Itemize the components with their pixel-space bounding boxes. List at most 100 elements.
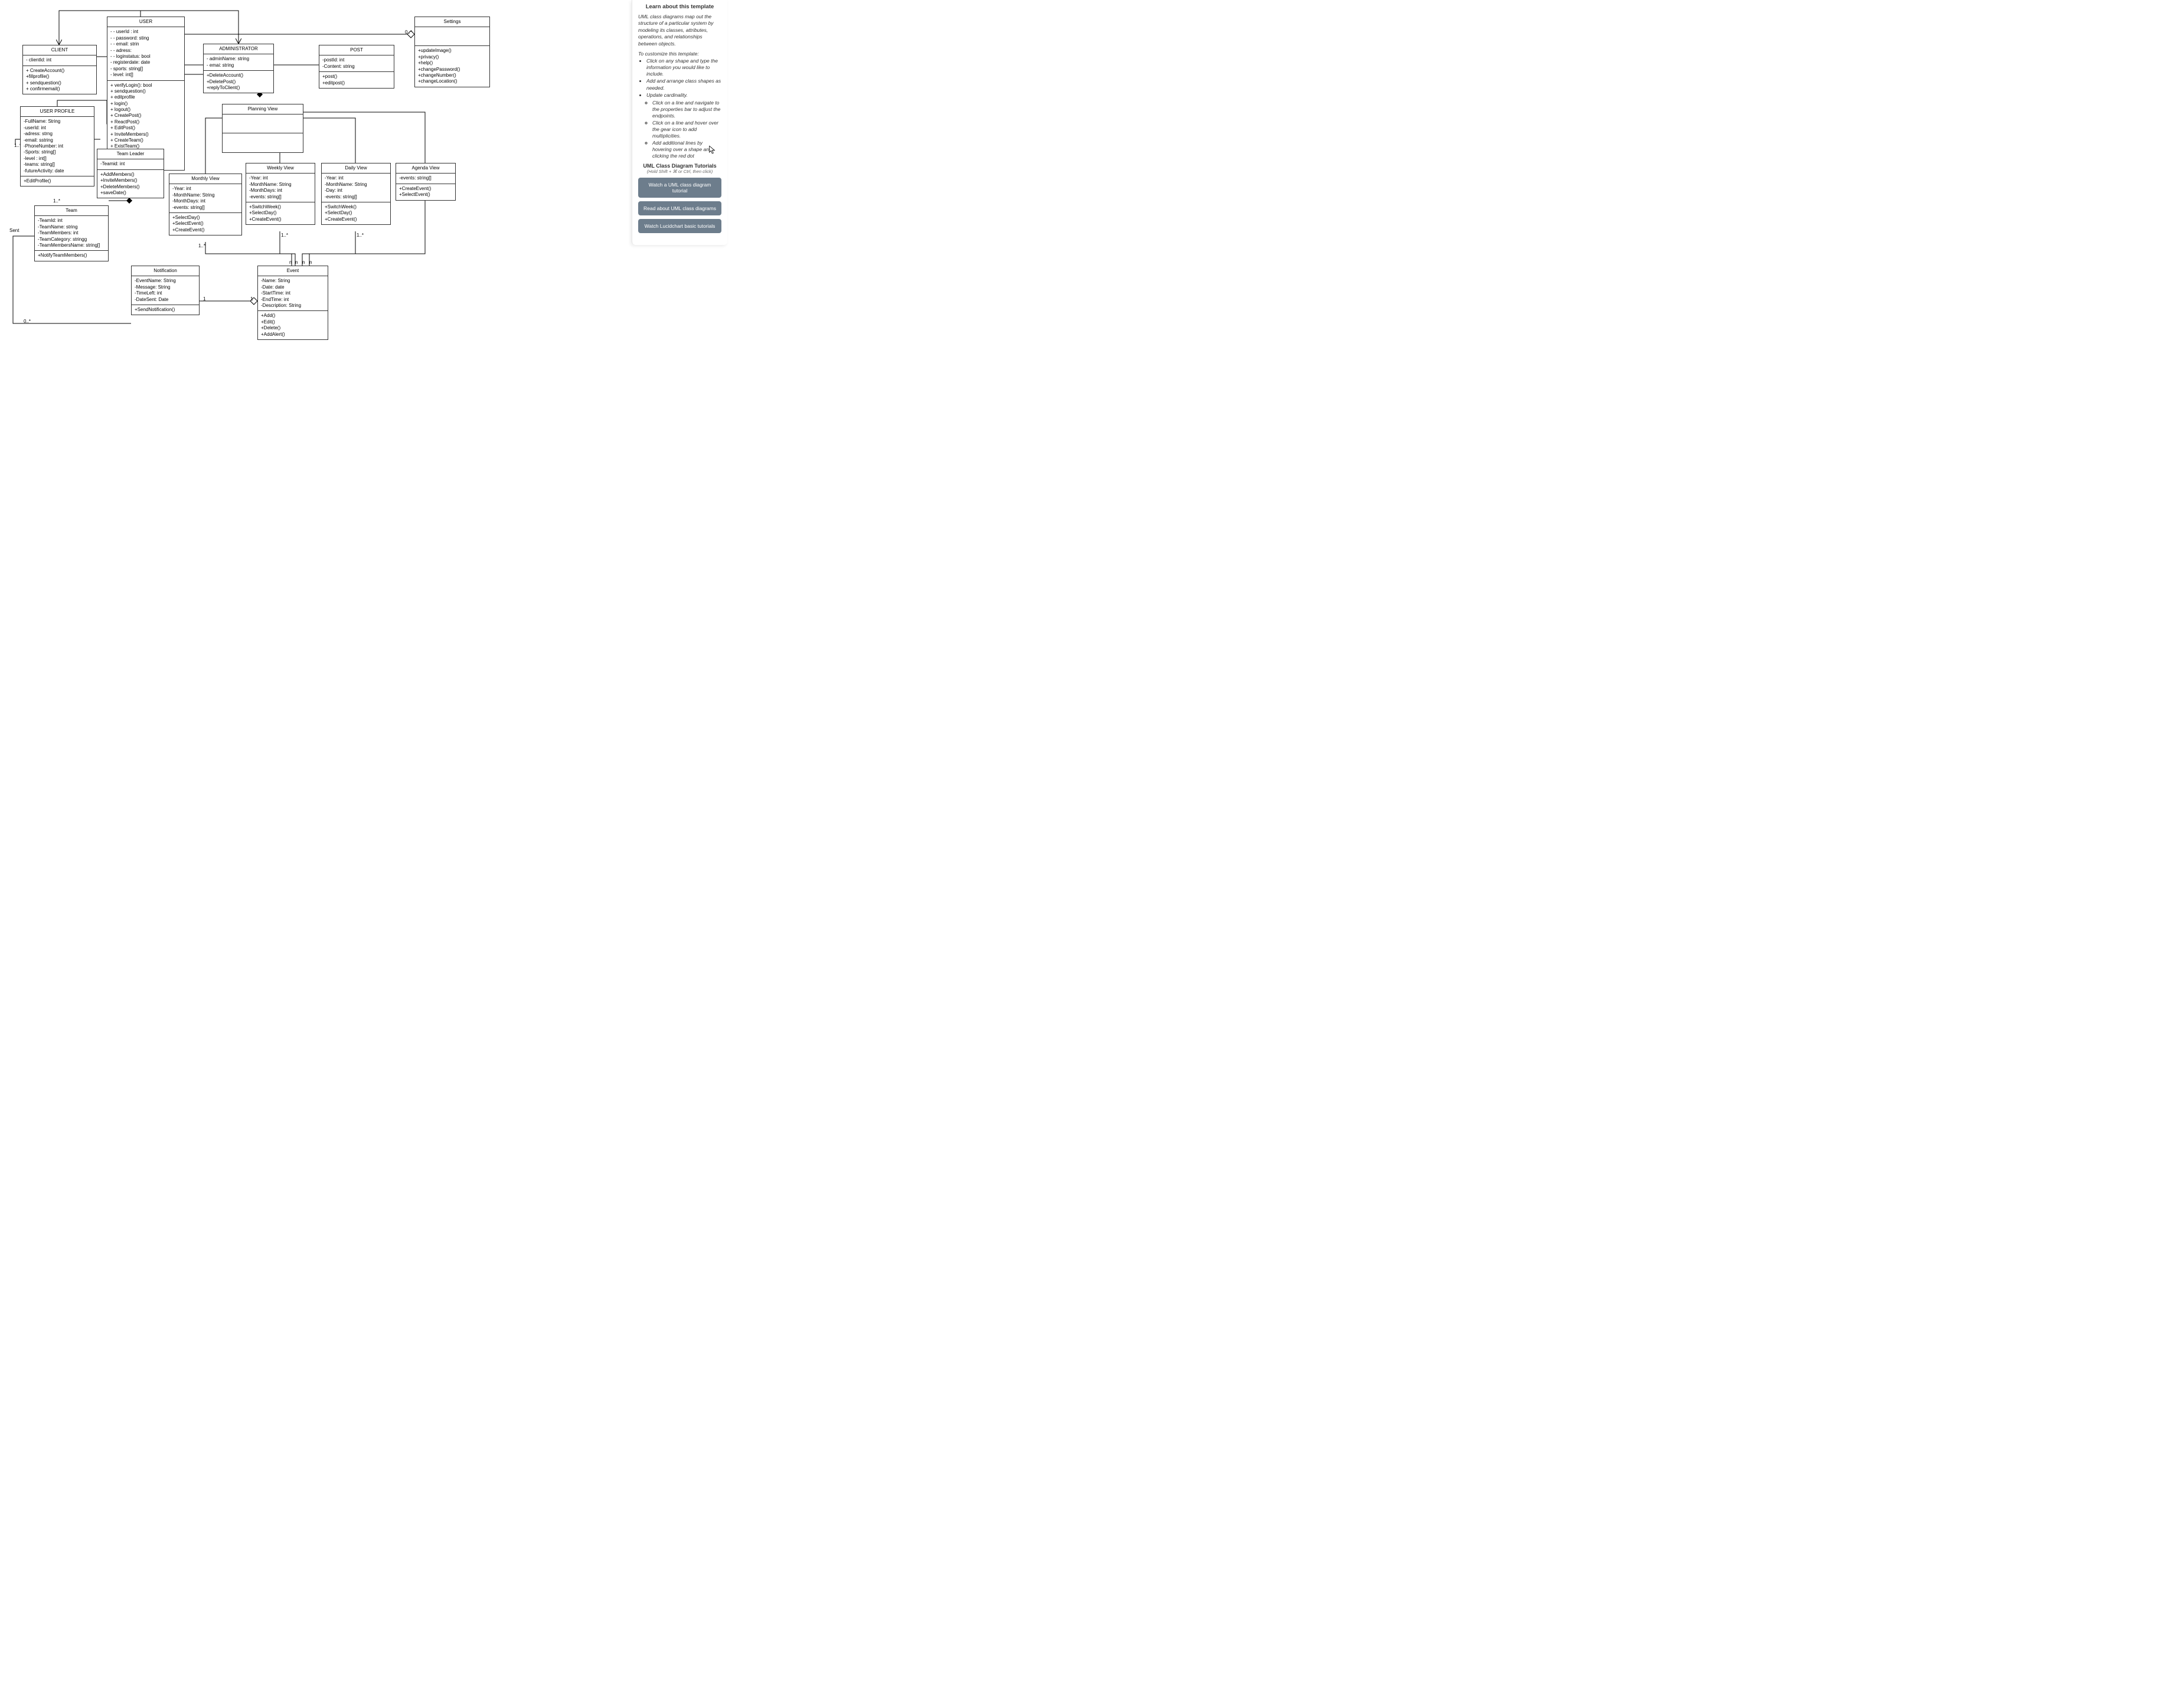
op: +SelectDay()	[249, 210, 312, 216]
attr: -adress: strng	[24, 131, 91, 137]
class-operations: +post()+editpost()	[319, 72, 394, 88]
class-title: Weekly View	[246, 163, 315, 174]
mult-team: 1..*	[53, 198, 60, 204]
read-uml-button[interactable]: Read about UML class diagrams	[638, 201, 721, 215]
class-title: Agenda View	[396, 163, 455, 174]
op: +SelectEvent()	[399, 192, 452, 198]
attr: -TimeLeft: int	[135, 290, 196, 296]
attr: -MonthName: String	[172, 192, 239, 198]
class-post[interactable]: POST-postId: int-Content: string+post()+…	[319, 45, 394, 89]
class-attributes: -Year: int-MonthName: String-MonthDays: …	[169, 184, 241, 213]
mult-settings: 0..*	[405, 30, 412, 35]
class-operations: +SwitchWeek()+SelectDay()+CreateEvent()	[246, 202, 315, 224]
class-attributes: - clientId: int	[23, 55, 96, 66]
attr: - clientId: int	[26, 57, 93, 63]
class-title: Team Leader	[97, 149, 164, 159]
attr: -TeamMembersName: string[]	[38, 243, 105, 248]
watch-basic-button[interactable]: Watch Lucidchart basic tutorials	[638, 219, 721, 233]
attr: - - userId : int	[110, 29, 181, 35]
attr: -events: string[]	[399, 175, 452, 181]
op: +saveDate()	[100, 190, 161, 196]
class-leader[interactable]: Team Leader -Teamid: int +AddMembers()+Inv…	[97, 149, 164, 198]
class-title: Team	[35, 206, 108, 216]
class-monthly[interactable]: Monthly View-Year: int-MonthName: String…	[169, 174, 242, 235]
bullet: Update cardinality. Click on a line and …	[646, 92, 721, 159]
op: + ReactPost()	[110, 119, 181, 125]
attr: -TeamId: int	[38, 218, 105, 224]
attr: - - loginstatus: bool	[110, 54, 181, 60]
class-daily[interactable]: Daily View-Year: int-MonthName: String-D…	[321, 163, 391, 225]
class-team[interactable]: Team-TeamId: int-TeamName: string-TeamMe…	[34, 205, 109, 261]
mult-n3: n	[302, 260, 305, 265]
op: +SelectEvent()	[172, 221, 239, 227]
attr: - level: int[]	[110, 72, 181, 78]
class-admin[interactable]: ADMINISTRATOR- adminName: string- emai: …	[203, 44, 274, 93]
class-event[interactable]: Event-Name: String-Date: date-StartTime:…	[257, 266, 328, 340]
attr: -Year: int	[172, 186, 239, 192]
class-title: ADMINISTRATOR	[204, 44, 273, 54]
class-operations: +EditProfile()	[21, 176, 94, 186]
op: +DeleteMembers()	[100, 184, 161, 190]
panel-title: Learn about this template	[638, 4, 721, 10]
tutorials-heading: UML Class Diagram Tutorials	[638, 163, 721, 169]
class-attributes	[415, 27, 489, 46]
op: +changePassword()	[418, 67, 486, 73]
panel-customize: To customize this template:	[638, 51, 721, 57]
class-attributes: - adminName: string- emai: string	[204, 54, 273, 71]
sent-label: Sent	[9, 228, 19, 233]
class-attributes: -FullName: String-userId: int-adress: st…	[21, 117, 94, 176]
attr: - - adress:	[110, 48, 181, 54]
mult-weekly: 1..*	[281, 233, 288, 238]
class-title: POST	[319, 45, 394, 55]
attr: -DateSent: Date	[135, 297, 196, 303]
op: +privacy()	[418, 54, 486, 60]
op: + CreatePost()	[110, 113, 181, 119]
op: +Add()	[261, 313, 325, 319]
op: +InviteMembers()	[100, 178, 161, 184]
mult-n2: n	[295, 260, 298, 265]
attr: -MonthName: String	[325, 182, 387, 188]
op: + EditPost()	[110, 125, 181, 131]
help-panel: Learn about this template UML class diag…	[632, 0, 727, 245]
bullet-label: Update cardinality.	[646, 92, 688, 98]
op: +AddAlert()	[261, 332, 325, 338]
attr: -FullName: String	[24, 119, 91, 125]
op: +SwitchWeek()	[325, 204, 387, 210]
op: +fillprofile()	[26, 74, 93, 80]
attr: -level : int[]	[24, 156, 91, 162]
attr: -events: string[]	[172, 205, 239, 211]
attr: -Teamid: int	[100, 161, 161, 167]
class-agenda[interactable]: Agenda View-events: string[]+CreateEvent…	[396, 163, 456, 201]
op: + login()	[110, 101, 181, 107]
attr: - emai: string	[207, 63, 270, 68]
class-settings[interactable]: Settings+updateImage()+privacy()+help()+…	[414, 17, 490, 87]
attr: -userId: int	[24, 125, 91, 131]
attr: -Name: String	[261, 278, 325, 284]
op: +replyToClient()	[207, 85, 270, 91]
mult-n1: n	[289, 260, 292, 265]
class-profile[interactable]: USER PROFILE-FullName: String-userId: in…	[20, 106, 94, 186]
class-title: Settings	[415, 17, 489, 27]
op: +SelectDay()	[325, 210, 387, 216]
class-attributes: -Teamid: int	[97, 159, 164, 169]
op: +SwitchWeek()	[249, 204, 312, 210]
attr: -MonthDays: int	[172, 198, 239, 204]
class-attributes: -events: string[]	[396, 174, 455, 184]
op: +Delete()	[261, 325, 325, 331]
op: +help()	[418, 60, 486, 66]
class-attributes	[223, 114, 303, 133]
mult-n4: n	[309, 260, 312, 265]
class-notification[interactable]: Notification-EventName: String-Message: …	[131, 266, 200, 315]
watch-uml-button[interactable]: Watch a UML class diagram tutorial	[638, 178, 721, 198]
attr: -Message: String	[135, 284, 196, 290]
op: + CreateTeam()	[110, 138, 181, 143]
class-client[interactable]: CLIENT- clientId: int+ CreateAccount()+f…	[22, 45, 97, 94]
class-operations: +NotifyTeamMembers()	[35, 251, 108, 260]
class-weekly[interactable]: Weekly View-Year: int-MonthName: String-…	[246, 163, 315, 225]
attr: -Description: String	[261, 303, 325, 309]
attr: -MonthDays: int	[249, 188, 312, 194]
class-user[interactable]: USER- - userId : int- - password: sting-…	[107, 17, 185, 171]
class-planning[interactable]: Planning View	[222, 104, 303, 153]
mult-one-b: 1	[250, 296, 253, 302]
op: +AddMembers()	[100, 172, 161, 178]
